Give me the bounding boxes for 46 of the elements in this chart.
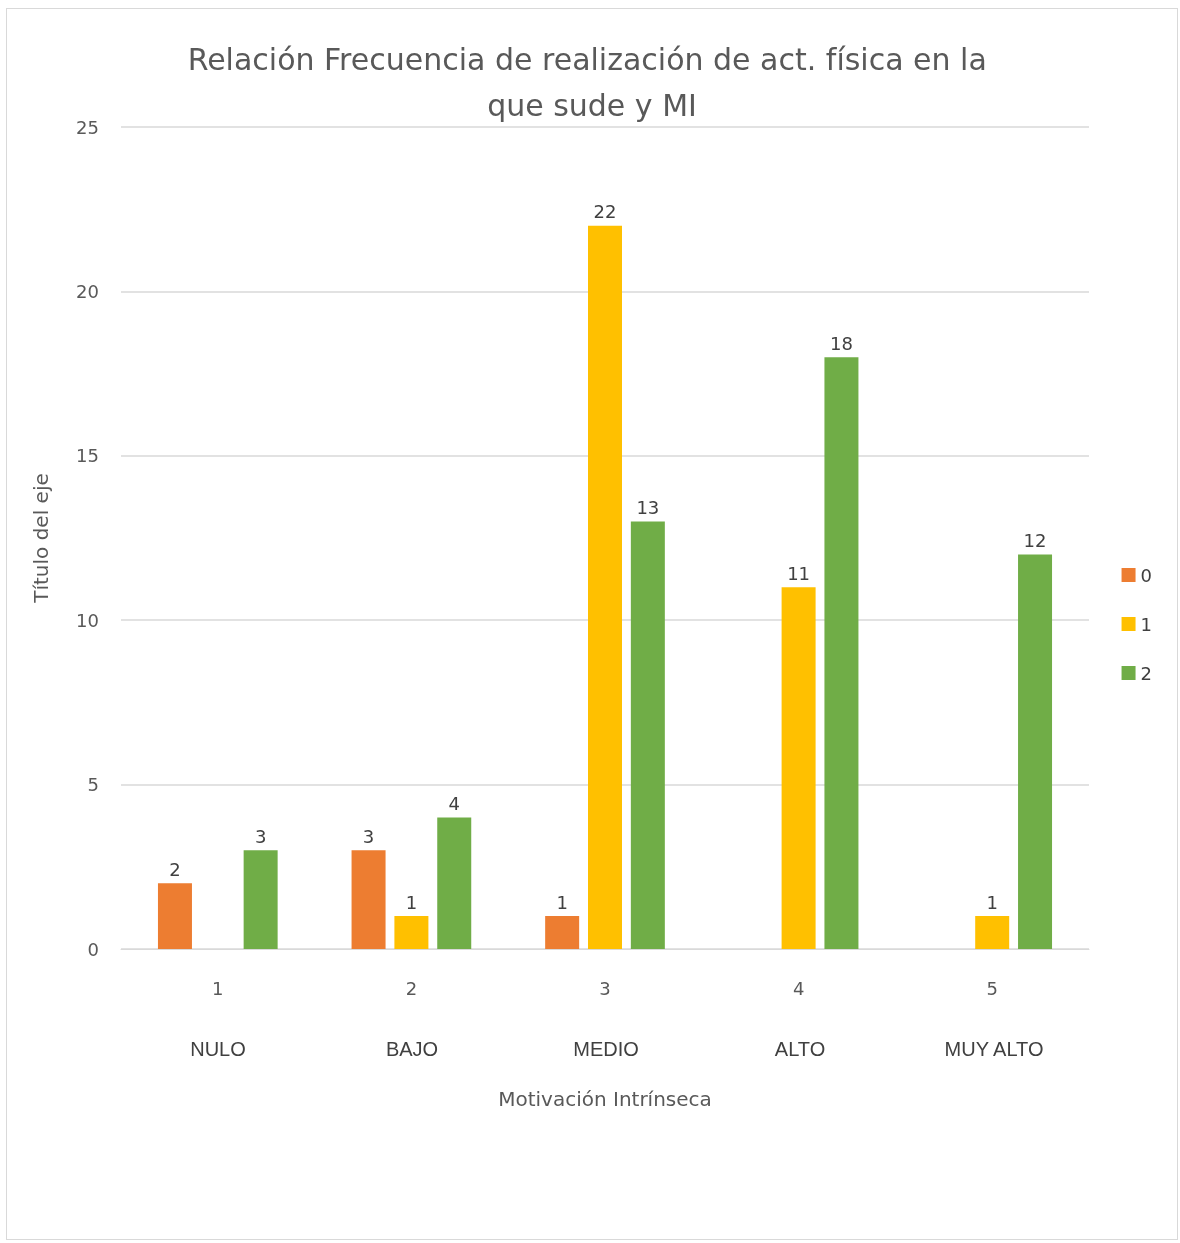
bar bbox=[630, 521, 665, 949]
bar bbox=[437, 817, 472, 949]
data-label: 11 bbox=[787, 562, 811, 584]
data-label: 3 bbox=[254, 825, 267, 847]
x-tick-label: 1 bbox=[212, 977, 224, 999]
bar bbox=[545, 916, 580, 949]
text: ALTO bbox=[774, 1038, 826, 1060]
bar bbox=[157, 883, 192, 949]
bar bbox=[975, 916, 1010, 949]
legend-label: 0 bbox=[1140, 564, 1152, 586]
y-tick-label: 10 bbox=[76, 609, 99, 631]
data-label: 2 bbox=[169, 858, 181, 880]
x-tick-label: 5 bbox=[986, 977, 998, 999]
text: NULO bbox=[190, 1038, 246, 1060]
data-label: 18 bbox=[829, 332, 853, 354]
data-label: 12 bbox=[1023, 529, 1047, 551]
y-tick-label: 5 bbox=[87, 774, 99, 796]
x-tick-label: 3 bbox=[599, 977, 611, 999]
data-label: 13 bbox=[636, 497, 660, 519]
bar bbox=[824, 357, 859, 949]
bar bbox=[781, 587, 816, 949]
legend-label: 1 bbox=[1140, 613, 1152, 635]
y-tick-label: 25 bbox=[76, 116, 99, 138]
legend-label: 2 bbox=[1140, 662, 1152, 684]
bar bbox=[588, 225, 622, 949]
bar bbox=[394, 916, 429, 949]
y-tick-label: 20 bbox=[76, 280, 99, 302]
data-label: 4 bbox=[448, 792, 460, 814]
y-tick-label: 15 bbox=[76, 445, 99, 467]
text: MUY ALTO bbox=[944, 1038, 1044, 1060]
x-tick-label: 2 bbox=[405, 977, 418, 999]
bar bbox=[1018, 554, 1053, 949]
data-label: 1 bbox=[405, 891, 418, 913]
data-label: 1 bbox=[556, 891, 568, 913]
y-tick-label: 0 bbox=[87, 938, 99, 960]
bar bbox=[351, 850, 386, 949]
bar bbox=[243, 850, 278, 949]
y-axis-title: Título del eje bbox=[29, 473, 53, 604]
x-axis-title: Motivación Intrínseca bbox=[498, 1087, 712, 1111]
data-label: 22 bbox=[593, 201, 617, 223]
x-tick-label: 4 bbox=[792, 977, 805, 999]
data-label: 3 bbox=[362, 825, 375, 847]
chart-title: Relación Frecuencia de realización de act. física en la que sude y MI bbox=[187, 41, 997, 123]
text: BAJO bbox=[385, 1038, 439, 1060]
data-label: 1 bbox=[986, 891, 998, 913]
text: MEDIO bbox=[573, 1038, 639, 1060]
